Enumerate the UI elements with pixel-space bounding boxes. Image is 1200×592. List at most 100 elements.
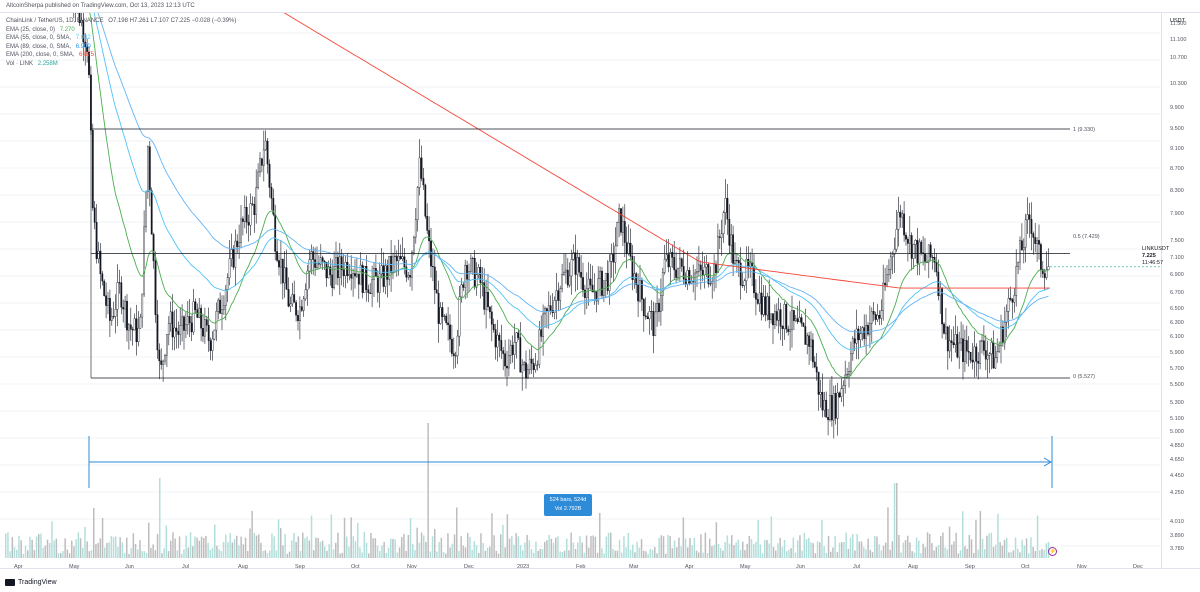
volume-bar bbox=[700, 534, 702, 558]
candle-body bbox=[129, 324, 132, 330]
candle-body bbox=[312, 251, 315, 260]
volume-bar bbox=[768, 543, 770, 558]
lightning-icon[interactable]: ⚡ bbox=[1048, 547, 1057, 556]
candle-body bbox=[783, 304, 786, 329]
legend-ema55[interactable]: EMA (55, close, 0, SMA, 7.032 bbox=[6, 34, 236, 43]
volume-bar bbox=[493, 535, 495, 558]
volume-bar bbox=[438, 541, 440, 558]
candle-body bbox=[1045, 269, 1048, 278]
candle-body bbox=[502, 350, 505, 354]
tradingview-footer[interactable]: TradingView bbox=[5, 579, 57, 586]
candle-body bbox=[485, 291, 487, 310]
candle-body bbox=[146, 146, 149, 192]
volume-bar bbox=[71, 540, 73, 558]
volume-bar bbox=[1010, 552, 1012, 558]
legend-ema200[interactable]: EMA (200, close, 0, SMA, 6.875 bbox=[6, 51, 236, 60]
candle-body bbox=[931, 256, 934, 258]
legend-volume[interactable]: Vol · LINK 2.258M bbox=[6, 60, 236, 69]
ema25-line bbox=[89, 13, 1049, 379]
volume-bar bbox=[194, 536, 196, 558]
volume-bar bbox=[955, 532, 957, 558]
volume-bar bbox=[953, 541, 955, 558]
candle-body bbox=[821, 392, 824, 411]
candle-body bbox=[395, 255, 398, 262]
candle-body bbox=[743, 280, 746, 286]
volume-bar bbox=[88, 551, 91, 558]
candle-body bbox=[945, 326, 947, 334]
volume-bar bbox=[634, 552, 636, 558]
candle-body bbox=[534, 365, 537, 370]
volume-bar bbox=[667, 534, 669, 558]
candle-body bbox=[998, 345, 1001, 352]
volume-bar bbox=[951, 544, 953, 558]
legend-ema89[interactable]: EMA (89, close, 0, SMA, 6.900 bbox=[6, 43, 236, 52]
volume-bar bbox=[7, 532, 9, 558]
candle-body bbox=[95, 222, 98, 259]
candle-body bbox=[388, 256, 391, 280]
time-tick-label: May bbox=[740, 564, 751, 570]
candle-body bbox=[813, 361, 816, 368]
time-tick-label: Jul bbox=[182, 564, 190, 570]
candle-body bbox=[851, 338, 854, 355]
volume-bar bbox=[227, 542, 229, 558]
candle-body bbox=[629, 242, 632, 257]
volume-bar bbox=[385, 552, 388, 558]
volume-bar bbox=[1012, 550, 1015, 558]
chart-pane[interactable] bbox=[0, 13, 1200, 568]
volume-bar bbox=[341, 552, 344, 558]
candle-body bbox=[1039, 244, 1042, 270]
volume-bar bbox=[973, 553, 975, 558]
candle-body bbox=[758, 292, 761, 304]
volume-bar bbox=[546, 540, 548, 558]
volume-bar bbox=[22, 553, 25, 558]
published-banner: AltcoinSherpa published on TradingView.c… bbox=[6, 3, 195, 9]
candle-body bbox=[755, 292, 757, 300]
volume-bar bbox=[165, 525, 168, 558]
candle-body bbox=[394, 255, 396, 258]
candle-body bbox=[456, 335, 459, 356]
volume-bar bbox=[258, 534, 260, 558]
volume-bar bbox=[744, 550, 746, 558]
candle-body bbox=[407, 275, 410, 278]
volume-bar bbox=[1043, 549, 1045, 558]
volume-bar bbox=[152, 544, 154, 558]
price-tick-label: 11.500 bbox=[1170, 21, 1187, 27]
volume-bar bbox=[990, 532, 993, 558]
candle-body bbox=[1019, 240, 1021, 263]
volume-bar bbox=[53, 540, 55, 558]
volume-bar bbox=[812, 543, 814, 558]
candle-body bbox=[169, 311, 172, 324]
candle-body bbox=[893, 248, 896, 255]
volume-bar bbox=[823, 546, 825, 558]
volume-bar bbox=[819, 542, 821, 558]
candle-body bbox=[1011, 299, 1014, 303]
volume-bar bbox=[306, 536, 308, 558]
volume-bar bbox=[599, 513, 601, 558]
candle-body bbox=[439, 307, 442, 324]
candle-body bbox=[960, 338, 963, 344]
volume-bar bbox=[126, 537, 128, 558]
volume-bar bbox=[574, 548, 577, 558]
candle-body bbox=[276, 251, 278, 261]
candle-body bbox=[584, 289, 586, 298]
volume-bar bbox=[423, 535, 425, 558]
volume-bar bbox=[590, 536, 592, 558]
legend-symbol[interactable]: ChainLink / TetherUS, 1D, BINANCE O7.198… bbox=[6, 17, 236, 26]
candle-body bbox=[451, 338, 453, 354]
candle-body bbox=[810, 339, 812, 347]
legend-ema25[interactable]: EMA (25, close, 0) 7.270 bbox=[6, 26, 236, 35]
candle-body bbox=[88, 51, 90, 76]
date-range-measure[interactable]: 524 bars, 524d Vol 2.792B bbox=[544, 494, 592, 516]
candle-body bbox=[509, 344, 512, 356]
volume-bar bbox=[247, 551, 249, 558]
volume-bar bbox=[726, 535, 729, 558]
tradingview-logo-icon bbox=[5, 579, 15, 586]
price-chart[interactable] bbox=[0, 13, 1161, 568]
candle-body bbox=[631, 256, 634, 280]
candle-body bbox=[857, 328, 860, 341]
fib-level-05-label: 0.5 (7.429) bbox=[1073, 234, 1100, 240]
candle-body bbox=[798, 317, 801, 323]
candle-body bbox=[445, 315, 448, 324]
candle-body bbox=[173, 327, 176, 338]
volume-bar bbox=[695, 550, 698, 558]
